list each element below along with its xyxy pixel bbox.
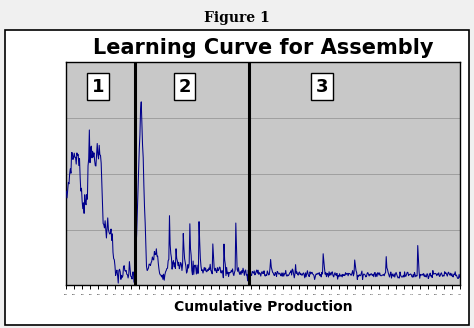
Text: 2: 2 bbox=[178, 78, 191, 96]
Text: 1: 1 bbox=[91, 78, 104, 96]
X-axis label: Cumulative Production: Cumulative Production bbox=[174, 299, 352, 314]
Title: Learning Curve for Assembly: Learning Curve for Assembly bbox=[93, 38, 433, 58]
Text: Figure 1: Figure 1 bbox=[204, 11, 270, 26]
Text: 3: 3 bbox=[316, 78, 328, 96]
